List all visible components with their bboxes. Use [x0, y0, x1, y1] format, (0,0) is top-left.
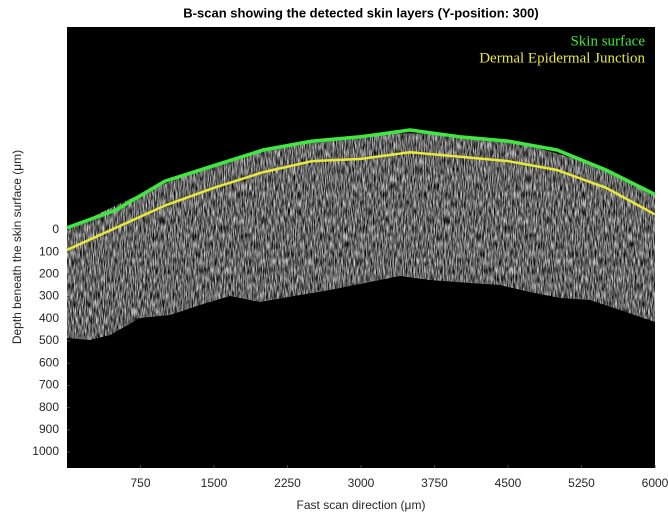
y-tick-label: 1000: [32, 444, 59, 458]
y-tick-label: 700: [39, 378, 59, 392]
series-line: [66, 150, 656, 252]
y-tick-label: 400: [39, 311, 59, 325]
x-tick-label: 1500: [201, 476, 228, 490]
legend-entry: Skin surface: [570, 33, 645, 49]
y-tick-label: 600: [39, 355, 59, 369]
y-tick-label: 800: [39, 400, 59, 414]
x-tick-label: 750: [130, 476, 150, 490]
y-tick-label: 100: [39, 244, 59, 258]
chart-title: B-scan showing the detected skin layers …: [183, 5, 538, 20]
y-tick-label: 0: [52, 222, 59, 236]
x-tick-label: 5250: [568, 476, 595, 490]
tissue-texture: [67, 133, 655, 340]
series-line: [66, 128, 656, 230]
y-tick-label: 200: [39, 267, 59, 281]
x-tick-label: 2250: [274, 476, 301, 490]
y-tick-label: 900: [39, 422, 59, 436]
x-axis-label: Fast scan direction (μm): [297, 498, 426, 512]
x-tick-label: 6000: [642, 476, 668, 490]
y-axis-label: Depth beneath the skin surface (μm): [10, 150, 24, 344]
y-tick-label: 500: [39, 333, 59, 347]
x-tick-label: 4500: [495, 476, 522, 490]
y-tick-label: 300: [39, 289, 59, 303]
x-tick-label: 3750: [421, 476, 448, 490]
x-tick-label: 3000: [348, 476, 375, 490]
legend-entry: Dermal Epidermal Junction: [479, 50, 645, 66]
